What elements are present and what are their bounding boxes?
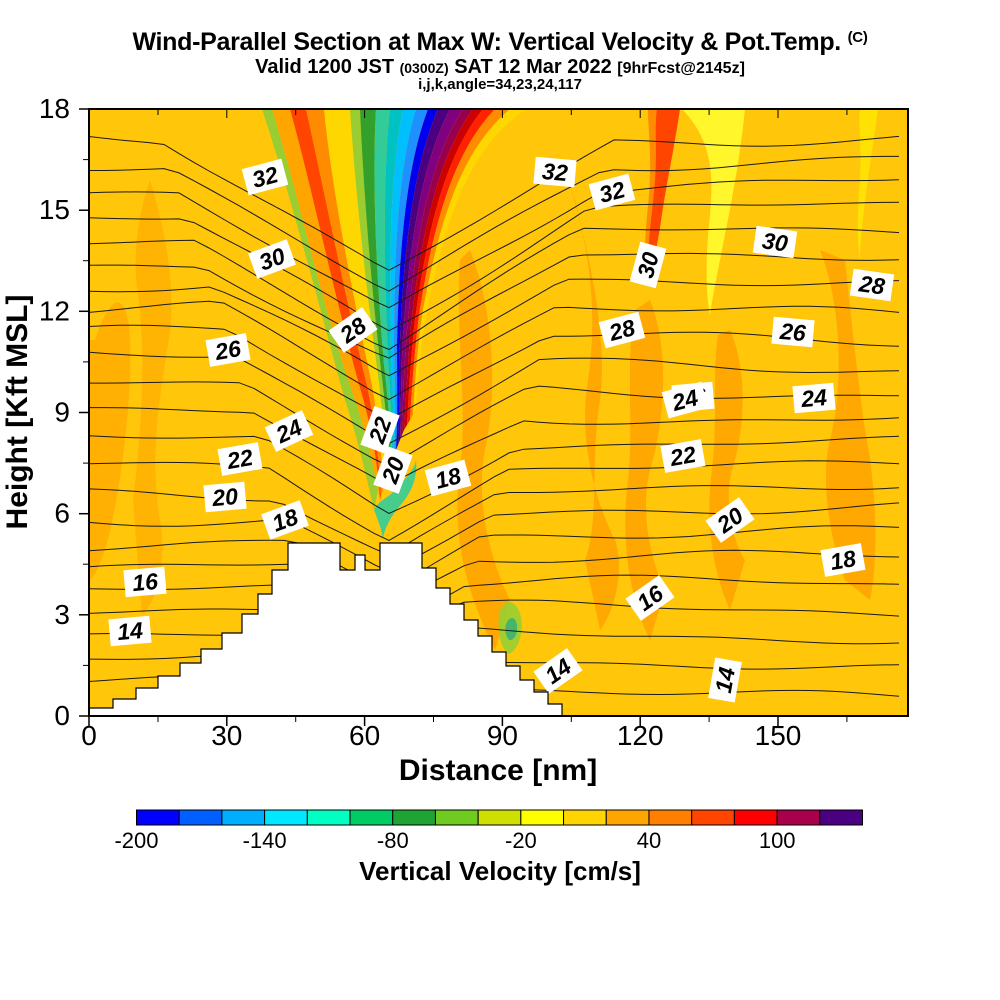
svg-text:20: 20 [210, 483, 239, 511]
svg-text:100: 100 [759, 828, 796, 853]
svg-text:18: 18 [828, 545, 858, 575]
svg-text:Valid 1200 JST (0300Z) SAT 12: Valid 1200 JST (0300Z) SAT 12 Mar 2022 [… [255, 56, 745, 78]
svg-text:26: 26 [778, 318, 807, 346]
svg-text:i,j,k,angle=34,23,24,117: i,j,k,angle=34,23,24,117 [418, 76, 582, 93]
svg-text:9: 9 [54, 397, 70, 428]
svg-text:Wind-Parallel Section at Max W: Wind-Parallel Section at Max W: Vertical… [132, 28, 867, 56]
svg-text:22: 22 [667, 441, 698, 471]
svg-text:60: 60 [349, 720, 380, 751]
svg-text:28: 28 [857, 270, 887, 299]
svg-text:32: 32 [541, 158, 569, 186]
svg-text:90: 90 [487, 720, 518, 751]
svg-text:-200: -200 [114, 828, 158, 853]
svg-text:22: 22 [224, 444, 255, 474]
svg-text:24: 24 [799, 384, 828, 412]
svg-text:Vertical Velocity [cm/s]: Vertical Velocity [cm/s] [359, 856, 641, 886]
svg-text:30: 30 [211, 720, 242, 751]
svg-text:30: 30 [761, 227, 790, 256]
svg-text:150: 150 [755, 720, 802, 751]
svg-text:14: 14 [710, 665, 740, 695]
svg-text:16: 16 [131, 568, 159, 596]
svg-text:6: 6 [54, 498, 70, 529]
svg-text:-80: -80 [377, 828, 409, 853]
svg-text:40: 40 [637, 828, 661, 853]
svg-text:Height [Kft MSL]: Height [Kft MSL] [1, 295, 34, 530]
svg-text:12: 12 [39, 295, 70, 326]
svg-text:0: 0 [54, 700, 70, 731]
svg-text:15: 15 [39, 194, 70, 225]
svg-text:120: 120 [617, 720, 664, 751]
svg-text:-20: -20 [505, 828, 537, 853]
svg-text:26: 26 [212, 335, 243, 365]
svg-text:18: 18 [39, 93, 70, 124]
svg-text:Distance [nm]: Distance [nm] [399, 754, 597, 787]
svg-text:14: 14 [116, 617, 144, 645]
svg-text:0: 0 [81, 720, 97, 751]
svg-text:3: 3 [54, 599, 70, 630]
svg-text:-140: -140 [243, 828, 287, 853]
